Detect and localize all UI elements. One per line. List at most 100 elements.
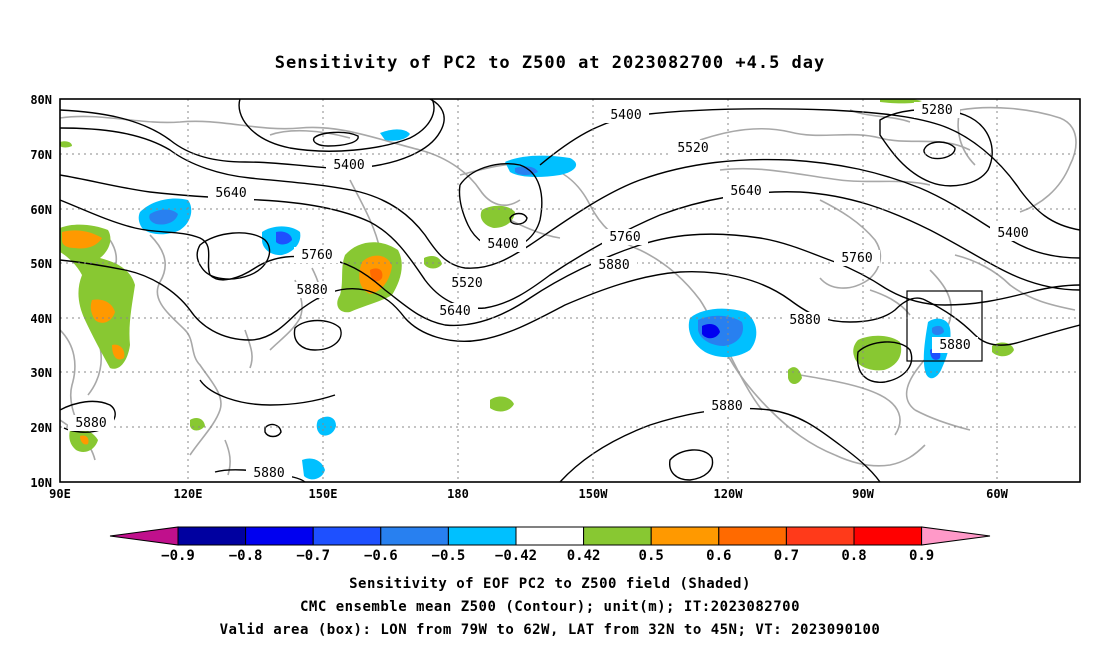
shade-negative-eastcoast-core (932, 325, 944, 335)
colorbar-tick-label: −0.8 (229, 548, 263, 564)
contour-label-5400-nw: 5400 (333, 158, 364, 173)
colorbar-tick-label: 0.9 (909, 548, 934, 564)
colorbar: −0.9 −0.8 −0.7 −0.6 −0.5 −0.42 0.42 0.5 0.6 0.7 0.… (109, 526, 991, 564)
footer-line-3: Valid area (box): LON from 79W to 62W, L… (220, 622, 881, 638)
colorbar-tick-label: 0.7 (774, 548, 799, 564)
lat-label-20n: 20N (30, 421, 52, 435)
shade-positive-alaska (480, 205, 515, 228)
colorbar-tick-label: 0.6 (706, 548, 731, 564)
contour-label-5400-arctic: 5400 (610, 108, 641, 123)
lat-label-80n: 80N (30, 93, 52, 107)
lat-label-40n: 40N (30, 312, 52, 326)
colorbar-tick-label: −0.9 (161, 548, 195, 564)
contour-label-5880-pacific: 5880 (598, 258, 629, 273)
contour-label-5640-west: 5640 (215, 186, 246, 201)
colorbar-swatch (853, 526, 923, 546)
lon-label-150e: 150E (309, 487, 338, 501)
colorbar-swatch (312, 526, 382, 546)
colorbar-swatch (583, 526, 652, 546)
shade-positive-india-orange (62, 230, 102, 249)
map-panel: 5640 5400 5400 5280 5520 5640 5400 5400 … (30, 93, 1081, 501)
colorbar-swatch (380, 526, 449, 546)
shade-negative-korea-core (276, 231, 292, 245)
contour-5880-small-loop (264, 423, 282, 438)
colorbar-swatch (718, 526, 787, 546)
colorbar-tick-label: 0.8 (841, 548, 866, 564)
colorbar-swatch (650, 526, 720, 546)
colorbar-tick-label: 0.5 (639, 548, 664, 564)
colorbar-swatch (245, 526, 314, 546)
shade-negative-westpac-2 (302, 458, 325, 480)
shade-negative-manchuria-core (149, 209, 178, 225)
shade-positive-kamchatka-red (370, 268, 383, 282)
colorbar-tick-label: −0.5 (432, 548, 466, 564)
contour-label-5520-pacific: 5520 (451, 276, 482, 291)
lon-label-120w: 120W (714, 487, 744, 501)
colorbar-swatch (785, 526, 855, 546)
lat-label-60n: 60N (30, 203, 52, 217)
colorbar-tick-label: −0.7 (296, 548, 330, 564)
contour-label-5640-pacific: 5640 (439, 304, 470, 319)
shade-negative-westpac (316, 416, 336, 436)
contour-label-5760-pacific: 5760 (609, 230, 640, 245)
lat-label-50n: 50N (30, 257, 52, 271)
shade-positive-mexico (788, 367, 802, 384)
contour-label-5520-north: 5520 (677, 141, 708, 156)
lon-label-120e: 120E (174, 487, 203, 501)
shade-positive-hawaii (490, 396, 514, 412)
lat-label-30n: 30N (30, 366, 52, 380)
shade-positive-india-orange-2 (90, 299, 115, 323)
lon-label-60w: 60W (986, 487, 1008, 501)
shade-positive-gulf (853, 335, 902, 371)
colorbar-swatch (447, 526, 517, 546)
colorbar-tick-label: −0.42 (495, 548, 537, 564)
contour-5400-alaska-low (509, 212, 528, 225)
shade-positive-india-green (60, 224, 135, 369)
colorbar-extend-low (109, 526, 179, 546)
shade-positive-south-orange (80, 435, 89, 445)
lon-label-90w: 90W (852, 487, 874, 501)
lon-label-90e: 90E (49, 487, 71, 501)
contour-label-5640-canada: 5640 (730, 184, 761, 199)
lat-label-70n: 70N (30, 148, 52, 162)
contour-5880-south (60, 400, 116, 433)
contour-labels: 5640 5400 5400 5280 5520 5640 5400 5400 … (68, 102, 1036, 481)
colorbar-swatch (515, 526, 585, 546)
contour-label-5760-west: 5760 (301, 248, 332, 263)
shade-positive-india-orange-3 (112, 344, 125, 360)
contour-label-5880-box: 5880 (939, 338, 970, 353)
lon-label-180: 180 (447, 487, 469, 501)
contour-5280-pole (238, 99, 435, 152)
lat-lon-grid (60, 99, 1080, 482)
shade-negative-calif-core (698, 315, 744, 346)
lon-axis: 90E 120E 150E 180 150W 120W 90W 60W (49, 487, 1008, 501)
valid-area-box (906, 290, 983, 362)
sensitivity-shading (60, 99, 1014, 480)
contour-5400-north (60, 99, 445, 170)
contour-label-5400-east: 5400 (997, 226, 1028, 241)
contour-label-5760-east: 5760 (841, 251, 872, 266)
contour-label-5880-mexico: 5880 (711, 399, 742, 414)
contour-5880-mexico-loop (669, 449, 714, 481)
shade-positive-arctic-bar (880, 99, 922, 104)
shade-negative-calif-deep (702, 324, 720, 339)
colorbar-tick-label: −0.6 (364, 548, 398, 564)
shade-positive-aleutian (424, 256, 442, 269)
contour-label-5880-india: 5880 (75, 416, 106, 431)
contour-5760-loop (196, 232, 271, 280)
shade-positive-nw-tiny (60, 141, 72, 148)
lat-label-10n: 10N (30, 476, 52, 490)
contour-5880-east-loop (856, 341, 913, 383)
contour-label-5880-westpac: 5880 (253, 466, 284, 481)
lon-label-150w: 150W (579, 487, 609, 501)
contour-5880-loop-west (293, 319, 342, 351)
contour-label-5280: 5280 (921, 103, 952, 118)
map-frame (59, 98, 1081, 483)
contour-label-5880-japan: 5880 (296, 283, 327, 298)
contour-label-5880-usa: 5880 (789, 313, 820, 328)
contour-5880 (60, 259, 1080, 346)
footer-line-2: CMC ensemble mean Z500 (Contour); unit(m… (300, 599, 800, 615)
contour-5400-alaska (458, 163, 543, 251)
map-title: Sensitivity of PC2 to Z500 at 2023082700… (275, 53, 826, 73)
colorbar-tick-label: 0.42 (567, 548, 601, 564)
